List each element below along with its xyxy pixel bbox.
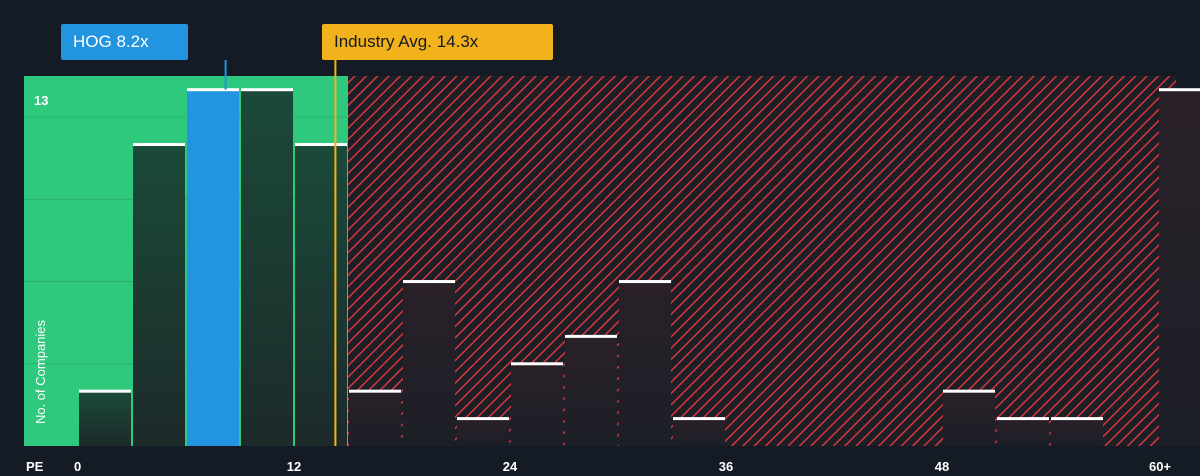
y-tick-13: 13: [34, 93, 48, 108]
bar-51: [997, 418, 1049, 446]
x-tick-12: 12: [287, 459, 301, 474]
bar-33: [673, 418, 725, 446]
bar-top-48: [943, 389, 995, 393]
x-tick-24: 24: [503, 459, 518, 474]
bar-top-30: [619, 280, 671, 284]
bar-top-6: [187, 88, 239, 92]
bar-54: [1051, 418, 1103, 446]
bar-top-21: [457, 417, 509, 421]
bar-12: [295, 144, 347, 446]
y-axis-label: No. of Companies: [33, 319, 48, 424]
valuation-zones: [24, 76, 1176, 446]
bar-15: [349, 391, 401, 446]
bar-top-18: [403, 280, 455, 284]
x-tick-36: 36: [719, 459, 733, 474]
bar-60: [1159, 89, 1200, 446]
bar-top-60: [1159, 88, 1200, 92]
bar-9: [241, 89, 293, 446]
bar-0: [79, 391, 131, 446]
undervalued-zone: [24, 76, 348, 446]
bar-top-27: [565, 334, 617, 338]
bar-top-24: [511, 362, 563, 366]
axis-text: PE 0 12 24 36 48 60+ 13 No. of Companies: [26, 93, 1171, 474]
bar-30: [619, 281, 671, 446]
x-axis-prefix: PE: [26, 459, 44, 474]
x-tick-60: 60+: [1149, 459, 1171, 474]
bar-top-12: [295, 143, 347, 147]
bar-top-3: [133, 143, 185, 147]
bar-21: [457, 418, 509, 446]
reference-lines: [224, 60, 337, 446]
bar-top-54: [1051, 417, 1103, 421]
x-tick-48: 48: [935, 459, 949, 474]
histogram-bars: [79, 88, 1200, 446]
bar-top-15: [349, 389, 401, 393]
bar-3: [133, 144, 185, 446]
overvalued-zone: [348, 76, 1176, 446]
bar-18: [403, 281, 455, 446]
company-pe-callout: HOG 8.2x: [61, 24, 188, 60]
bar-top-9: [241, 88, 293, 92]
bar-top-51: [997, 417, 1049, 421]
bar-24: [511, 363, 563, 446]
bar-top-0: [79, 389, 131, 393]
bar-top-33: [673, 417, 725, 421]
bar-6: [187, 89, 239, 446]
bar-27: [565, 336, 617, 446]
industry-avg-callout: Industry Avg. 14.3x: [322, 24, 553, 60]
x-tick-0: 0: [74, 459, 81, 474]
bar-48: [943, 391, 995, 446]
